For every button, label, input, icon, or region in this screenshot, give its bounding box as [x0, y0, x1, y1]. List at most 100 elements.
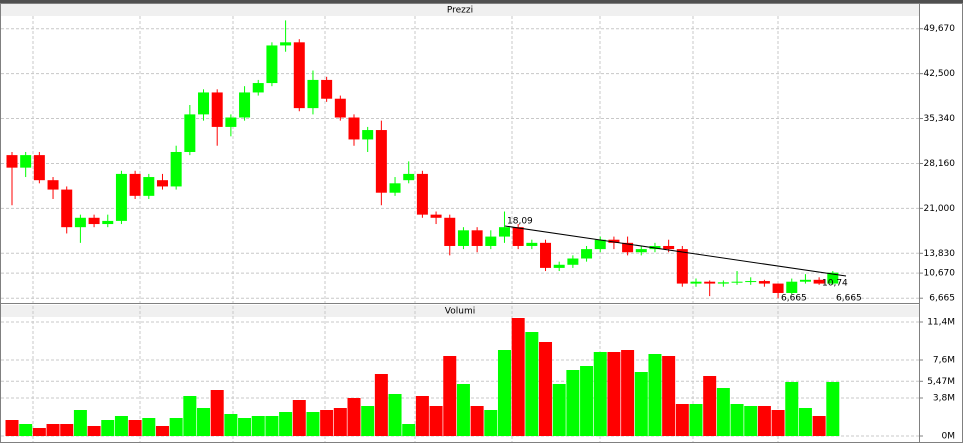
candle-body	[553, 264, 565, 268]
candle-body	[786, 281, 798, 293]
volume-bar	[251, 416, 265, 436]
volume-bar	[347, 398, 361, 436]
volume-bar	[648, 354, 662, 436]
candle-body	[198, 92, 210, 115]
annotation: 6,665	[781, 294, 807, 304]
candle-body	[88, 217, 100, 225]
candle-body	[512, 227, 524, 246]
volume-bar	[744, 406, 758, 436]
volume-bar	[114, 416, 128, 436]
candle-body	[772, 283, 784, 293]
candle-body	[690, 281, 702, 284]
volume-bar	[539, 342, 553, 436]
volume-bar	[306, 412, 320, 436]
y-tick-label: 42,500	[924, 69, 956, 79]
candle-body	[115, 173, 127, 221]
volume-bar	[32, 428, 46, 436]
candle-body	[622, 242, 634, 253]
volume-bar	[155, 426, 169, 436]
candle-body	[33, 155, 45, 181]
volume-bar	[87, 426, 101, 436]
candle-body	[430, 214, 442, 218]
volume-header	[1, 305, 919, 317]
pane-title: Prezzi	[447, 6, 473, 16]
volume-bar	[771, 410, 785, 436]
pane-title: Volumi	[445, 307, 475, 317]
volume-bar	[826, 382, 840, 436]
volume-bar	[361, 406, 375, 436]
volume-bar	[757, 406, 771, 436]
candle-body	[581, 249, 593, 259]
candle-body	[252, 83, 264, 93]
volume-bar	[292, 400, 306, 436]
volume-bar	[60, 424, 74, 436]
volume-bar	[812, 416, 826, 436]
trendline	[504, 225, 847, 277]
y-tick-label: 28,160	[924, 159, 956, 169]
volume-bar	[456, 384, 470, 436]
candle-body	[47, 180, 59, 190]
volume-bar	[169, 418, 183, 436]
candle-body	[375, 130, 387, 193]
candle-body	[526, 242, 538, 246]
volume-bar	[197, 408, 211, 436]
volume-bar	[183, 396, 197, 436]
candle-body	[540, 242, 552, 268]
volume-bar	[429, 406, 443, 436]
candle-body	[416, 173, 428, 215]
y-tick-label: 3,8M	[933, 394, 955, 404]
candle-body	[156, 180, 168, 187]
volume-bar	[46, 424, 60, 436]
y-tick-label: 5,47M	[927, 377, 955, 387]
volume-bar	[552, 384, 566, 436]
marks	[1, 20, 919, 437]
volume-bar	[689, 404, 703, 436]
candle-body	[457, 230, 469, 246]
volume-bar	[580, 366, 594, 436]
candle-body	[567, 258, 579, 265]
candle-body	[184, 114, 196, 152]
volume-bar	[675, 404, 689, 436]
volume-bar	[238, 418, 252, 436]
y-tick-label: 0M	[942, 432, 956, 442]
volume-bar	[210, 390, 224, 436]
annotation: 18,09	[507, 217, 533, 227]
candle-body	[758, 281, 770, 284]
candle-body	[663, 245, 675, 250]
volume-bar	[128, 420, 142, 436]
candle-body	[225, 117, 237, 127]
y-tick-label: 6,665	[929, 294, 955, 304]
candle-body	[61, 189, 73, 228]
candle-body	[321, 79, 333, 99]
candle-body	[676, 249, 688, 284]
y-tick-label: 7,6M	[933, 356, 955, 366]
volume-bar	[484, 410, 498, 436]
candle-body	[129, 173, 141, 196]
candle-body	[717, 282, 729, 284]
y-tick-label: 10,670	[924, 269, 956, 279]
volume-bar	[320, 410, 334, 436]
candle-body	[799, 279, 811, 282]
volume-bar	[73, 410, 87, 436]
volume-bar	[415, 396, 429, 436]
annotation: 10,74	[822, 279, 848, 289]
candle-body	[731, 281, 743, 283]
y-tick-label: 35,340	[924, 114, 956, 124]
volume-bar	[730, 404, 744, 436]
volume-bar	[470, 406, 484, 436]
volume-bar	[142, 418, 156, 436]
candle-body	[307, 79, 319, 109]
volume-bar	[511, 318, 525, 436]
candle-body	[594, 239, 606, 250]
candle-body	[211, 92, 223, 127]
y-tick-label: 49,670	[924, 24, 956, 34]
volume-bar	[621, 350, 635, 436]
volume-bar	[19, 424, 33, 436]
candle-body	[280, 42, 292, 46]
volume-bar	[566, 370, 580, 436]
candle-body	[608, 239, 620, 243]
candle-body	[6, 155, 18, 168]
candle-body	[102, 220, 114, 225]
